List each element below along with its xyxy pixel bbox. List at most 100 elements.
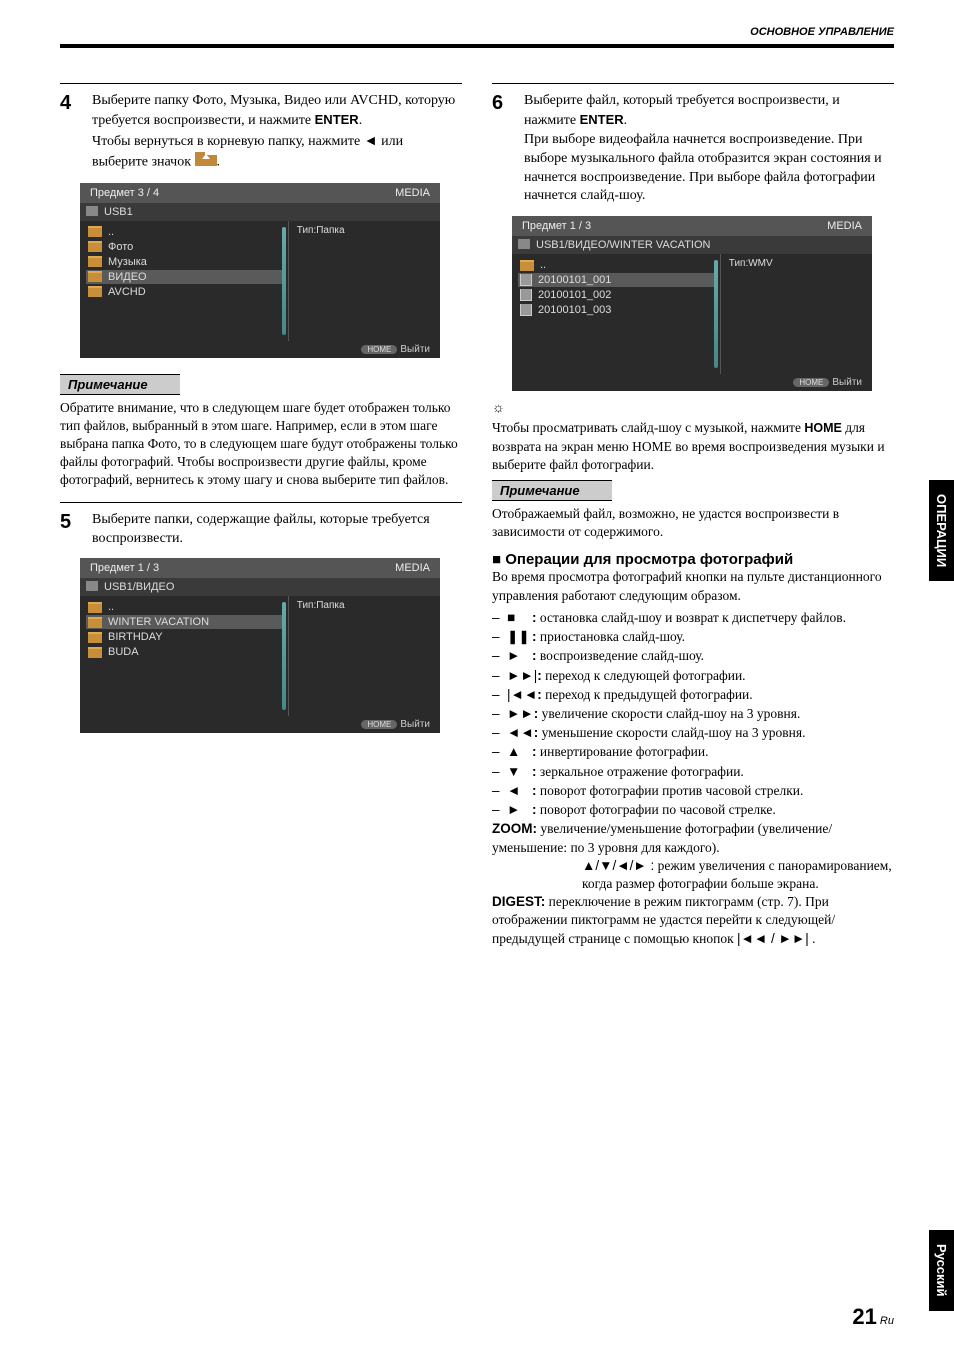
step-6: 6 Выберите файл, который требуется воспр… [492, 83, 894, 206]
info-pane: Тип:WMV [721, 254, 872, 374]
folder-up-icon [520, 260, 534, 271]
home-pill[interactable]: HOME [793, 378, 829, 387]
media-browser-3: Предмет 1 / 3 MEDIA USB1/ВИДЕО/WINTER VA… [512, 216, 872, 391]
zoom-block: ZOOM: увеличение/уменьшение фотографии (… [492, 820, 894, 856]
folder-up-icon [88, 226, 102, 237]
up-icon: – ▲ [492, 743, 532, 761]
folder-up-icon [88, 602, 102, 613]
digest-label: DIGEST: [492, 894, 545, 909]
list-item: BUDA [86, 645, 282, 659]
digest-block: DIGEST: переключение в режим пиктограмм … [492, 893, 894, 948]
op-row: – ▼ : зеркальное отражение фотографии. [492, 763, 894, 781]
file-list[interactable]: .. 20100101_001 20100101_002 20100101_00… [512, 254, 721, 374]
dpad-icon: ▲/▼/◄/► : [582, 858, 654, 873]
step-number: 5 [60, 511, 78, 549]
pause-icon: – ❚❚ [492, 628, 532, 646]
list-item: BIRTHDAY [86, 630, 282, 644]
page-number: 21 Ru [852, 1304, 894, 1330]
enter-label: ENTER [580, 112, 624, 127]
item-counter: Предмет 3 / 4 [90, 187, 159, 199]
section-heading: ■ Операции для просмотра фотографий [492, 551, 894, 568]
media-browser-2: Предмет 1 / 3 MEDIA USB1/ВИДЕО .. WINTER… [80, 558, 440, 733]
stop-icon: – ■ [492, 609, 532, 627]
footer-bar: HOMEВыйти [80, 341, 440, 358]
list-item: .. [86, 225, 282, 239]
op-row: – ►► : увеличение скорости слайд-шоу на … [492, 705, 894, 723]
step-5: 5 Выберите папки, содержащие файлы, кото… [60, 502, 462, 549]
page-container: ОСНОВНОЕ УПРАВЛЕНИЕ 4 Выберите папку Фот… [0, 0, 954, 1348]
prev-icon: – |◄◄ [492, 686, 537, 704]
right-column: 6 Выберите файл, который требуется воспр… [492, 83, 894, 948]
step-4: 4 Выберите папку Фото, Музыка, Видео или… [60, 83, 462, 173]
home-pill[interactable]: HOME [361, 720, 397, 729]
list-item: Музыка [86, 255, 282, 269]
text: . [624, 113, 628, 128]
op-row: – ► : поворот фотографии по часовой стре… [492, 801, 894, 819]
list-item: .. [86, 600, 282, 614]
exit-label: Выйти [400, 344, 430, 355]
list-item: Фото [86, 240, 282, 254]
list-item: ВИДЕО [86, 270, 282, 284]
side-tab-language: Русский [929, 1230, 954, 1311]
text: . [217, 154, 221, 169]
item-counter: Предмет 1 / 3 [522, 220, 591, 232]
list-item: 20100101_003 [518, 303, 714, 317]
media-label: MEDIA [395, 187, 430, 199]
file-icon [520, 274, 532, 286]
play-icon: – ► [492, 647, 532, 665]
op-row: – |◄◄ : переход к предыдущей фотографии. [492, 686, 894, 704]
ffwd-icon: – ►► [492, 705, 534, 723]
rewind-icon: – ◄◄ [492, 724, 534, 742]
info-pane: Тип:Папка [289, 596, 440, 716]
folder-icon [88, 647, 102, 658]
list-item: AVCHD [86, 285, 282, 299]
text: . [359, 113, 363, 128]
text: При выборе видеофайла начнется воспроизв… [524, 132, 882, 204]
hint-icon: ☼ [492, 401, 894, 417]
folder-icon [88, 617, 102, 628]
hint-text: Чтобы просматривать слайд-шоу с музыкой,… [492, 419, 894, 474]
right-icon: – ► [492, 801, 532, 819]
step-body: Выберите папки, содержащие файлы, которы… [92, 511, 462, 549]
home-pill[interactable]: HOME [361, 345, 397, 354]
list-item: WINTER VACATION [86, 615, 282, 629]
running-header: ОСНОВНОЕ УПРАВЛЕНИЕ [744, 26, 894, 38]
media-label: MEDIA [395, 562, 430, 574]
footer-bar: HOMEВыйти [512, 374, 872, 391]
list-item: 20100101_002 [518, 288, 714, 302]
note-heading: Примечание [492, 480, 612, 501]
down-icon: – ▼ [492, 763, 532, 781]
op-row: – ❚❚ : приостановка слайд-шоу. [492, 628, 894, 646]
folder-up-icon [195, 152, 217, 173]
op-row: – ◄◄ : уменьшение скорости слайд-шоу на … [492, 724, 894, 742]
op-row: – ◄ : поворот фотографии против часовой … [492, 782, 894, 800]
footer-bar: HOMEВыйти [80, 716, 440, 733]
folder-icon [88, 286, 102, 297]
next-icon: – ►►| [492, 667, 537, 685]
file-list[interactable]: .. WINTER VACATION BIRTHDAY BUDA [80, 596, 289, 716]
header-rule [60, 44, 894, 48]
op-row: – ■ : остановка слайд-шоу и возврат к ди… [492, 609, 894, 627]
folder-icon [88, 632, 102, 643]
path-bar: USB1/ВИДЕО/WINTER VACATION [512, 236, 872, 254]
exit-label: Выйти [400, 719, 430, 730]
left-column: 4 Выберите папку Фото, Музыка, Видео или… [60, 83, 462, 948]
media-browser-1: Предмет 3 / 4 MEDIA USB1 .. Фото Музыка … [80, 183, 440, 358]
side-tab-operations: ОПЕРАЦИИ [929, 480, 954, 581]
file-icon [520, 304, 532, 316]
step-body: Выберите файл, который требуется воспрои… [524, 92, 894, 206]
op-row: – ► : воспроизведение слайд-шоу. [492, 647, 894, 665]
op-row: – ▲ : инвертирование фотографии. [492, 743, 894, 761]
skip-icons: |◄◄ / ►►| [737, 931, 809, 946]
folder-icon [88, 241, 102, 252]
note-text: Отображаемый файл, возможно, не удастся … [492, 505, 894, 541]
left-arrow-icon: ◄ [364, 132, 378, 148]
media-label: MEDIA [827, 220, 862, 232]
item-counter: Предмет 1 / 3 [90, 562, 159, 574]
text: Выберите файл, который требуется воспрои… [524, 93, 840, 128]
exit-label: Выйти [832, 377, 862, 388]
home-label: HOME [804, 421, 842, 435]
zoom-sub: ▲/▼/◄/► : режим увеличения с панорамиров… [492, 857, 894, 893]
step-body: Выберите папку Фото, Музыка, Видео или A… [92, 92, 462, 173]
file-list[interactable]: .. Фото Музыка ВИДЕО AVCHD [80, 221, 289, 341]
